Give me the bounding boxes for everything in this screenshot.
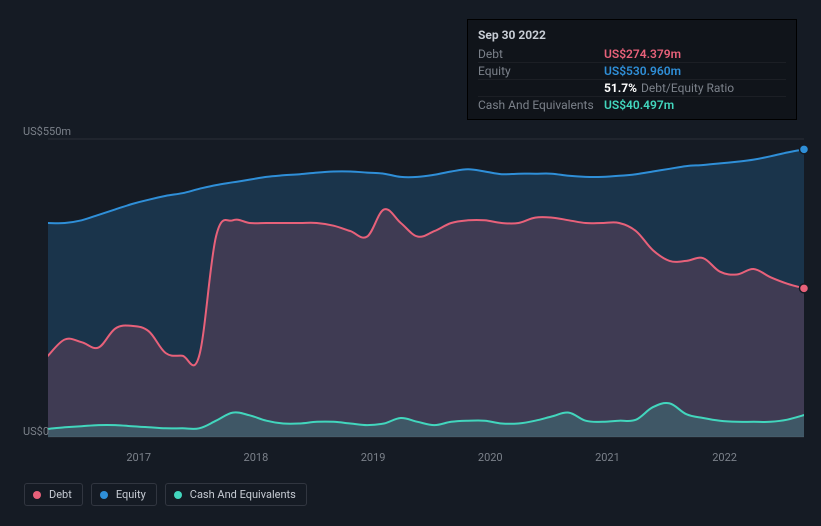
tooltip-rows: DebtUS$274.379mEquityUS$530.960m51.7%Deb…	[478, 46, 786, 113]
tooltip-row-label: Equity	[478, 64, 604, 78]
chart-tooltip: Sep 30 2022 DebtUS$274.379mEquityUS$530.…	[467, 19, 797, 120]
legend-item-equity[interactable]: Equity	[91, 483, 157, 506]
x-axis-label: 2020	[478, 451, 503, 464]
equity-dot-icon	[100, 491, 108, 499]
tooltip-ratio-label: Debt/Equity Ratio	[641, 81, 734, 95]
x-axis-label: 2019	[361, 451, 386, 464]
legend-item-label: Cash And Equivalents	[190, 488, 296, 501]
y-axis-bottom-label: US$0	[23, 425, 49, 438]
x-axis-label: 2017	[126, 451, 151, 464]
x-axis-label: 2022	[712, 451, 737, 464]
debt-equity-chart: US$550m US$0 2017 2018 2019 2020 2021 2022 Se…	[0, 0, 821, 526]
legend-item-debt[interactable]: Debt	[24, 483, 83, 506]
x-axis-label: 2021	[595, 451, 620, 464]
tooltip-row: EquityUS$530.960m	[478, 62, 786, 79]
legend-item-label: Debt	[49, 488, 72, 501]
legend-item-label: Equity	[116, 488, 146, 501]
debt-dot-icon	[33, 491, 41, 499]
tooltip-row: DebtUS$274.379m	[478, 46, 786, 62]
x-axis-label: 2018	[244, 451, 269, 464]
tooltip-date: Sep 30 2022	[478, 26, 786, 46]
tooltip-row-value: US$530.960m	[604, 64, 681, 78]
y-axis-top-label: US$550m	[23, 125, 71, 138]
legend-item-cash-and-equivalents[interactable]: Cash And Equivalents	[165, 483, 307, 506]
tooltip-row-label: Cash And Equivalents	[478, 98, 604, 112]
tooltip-ratio-pct: 51.7%	[604, 81, 637, 95]
tooltip-row-label: Debt	[478, 47, 604, 61]
chart-legend: Debt Equity Cash And Equivalents	[24, 483, 307, 506]
tooltip-row: 51.7% Debt/Equity Ratio	[478, 79, 786, 96]
tooltip-row-value: US$40.497m	[604, 98, 674, 112]
tooltip-row-value: US$274.379m	[604, 47, 681, 61]
cash-and-equivalents-dot-icon	[174, 491, 182, 499]
tooltip-row: Cash And EquivalentsUS$40.497m	[478, 96, 786, 113]
